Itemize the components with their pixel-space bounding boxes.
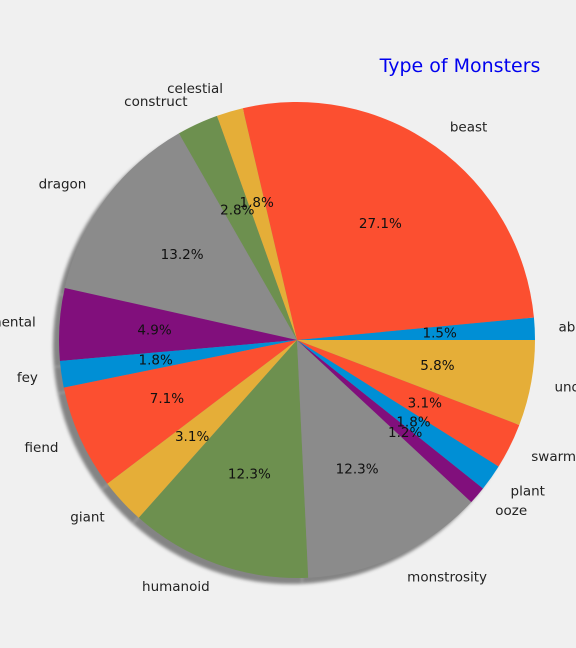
percent-label-aberration: 1.5% — [422, 325, 456, 341]
slice-label-ooze: ooze — [495, 503, 527, 519]
pie-slice-dragon — [64, 133, 297, 340]
pie-slice-ooze — [297, 340, 484, 503]
pie-slice-construct — [178, 115, 297, 340]
pie-slice-elemental — [59, 287, 297, 361]
slice-label-elemental: elemental — [0, 315, 36, 331]
pie-slice-swarm — [297, 340, 520, 467]
pie-slice-beast — [242, 101, 534, 341]
percent-label-plant: 1.8% — [396, 415, 430, 431]
pie-slice-fiend — [63, 340, 298, 484]
percent-label-undead: 5.8% — [420, 358, 454, 374]
pie-slice-humanoid — [138, 340, 309, 579]
slice-label-construct: construct — [124, 94, 187, 110]
pie-slices — [59, 101, 535, 579]
pie-slice-fey — [59, 340, 297, 388]
percent-label-monstrosity: 12.3% — [336, 462, 379, 478]
percent-labels: 1.5%27.1%1.8%2.8%13.2%4.9%1.8%7.1%3.1%12… — [137, 195, 457, 483]
slice-label-beast: beast — [450, 119, 487, 135]
percent-label-elemental: 4.9% — [137, 323, 171, 339]
chart-title: Type of Monsters — [379, 55, 541, 77]
slice-label-swarm: swarm — [531, 449, 576, 465]
slice-label-aberration: aberration — [559, 320, 576, 336]
percent-label-beast: 27.1% — [359, 216, 402, 232]
percent-label-construct: 2.8% — [220, 202, 254, 218]
percent-label-swarm: 3.1% — [408, 396, 442, 412]
slice-label-fiend: fiend — [25, 440, 59, 456]
percent-label-ooze: 1.2% — [388, 425, 422, 441]
slice-label-dragon: dragon — [39, 177, 87, 193]
slice-label-undead: undead — [554, 380, 576, 396]
slice-label-humanoid: humanoid — [142, 579, 210, 595]
percent-label-giant: 3.1% — [175, 429, 209, 445]
percent-label-fey: 1.8% — [139, 353, 173, 369]
slice-label-fey: fey — [17, 370, 38, 386]
pie-slice-celestial — [216, 108, 297, 341]
percent-label-humanoid: 12.3% — [228, 467, 271, 483]
slice-label-giant: giant — [70, 510, 104, 526]
pie-slice-undead — [297, 340, 535, 425]
pie-slice-plant — [297, 340, 499, 489]
pie-slice-monstrosity — [297, 340, 472, 578]
percent-label-celestial: 1.8% — [239, 195, 273, 211]
slice-label-plant: plant — [511, 483, 545, 499]
slice-label-monstrosity: monstrosity — [407, 569, 487, 585]
percent-label-dragon: 13.2% — [161, 247, 204, 263]
percent-label-fiend: 7.1% — [150, 391, 184, 407]
pie-slice-giant — [107, 340, 297, 518]
slice-label-celestial: celestial — [167, 81, 223, 97]
pie-slice-aberration — [297, 317, 535, 340]
